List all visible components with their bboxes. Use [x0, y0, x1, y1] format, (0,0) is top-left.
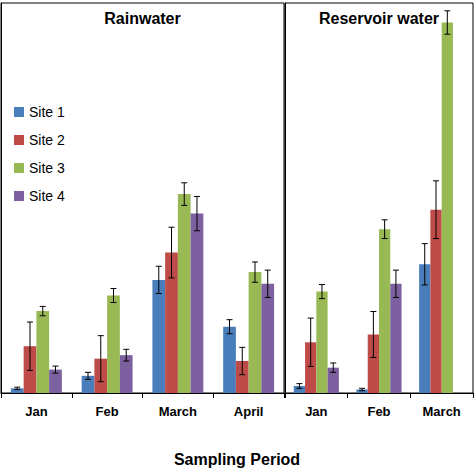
svg-text:Site 2: Site 2: [29, 132, 65, 148]
svg-text:Jan: Jan: [305, 404, 327, 419]
svg-text:March: March: [159, 404, 197, 419]
svg-text:Rainwater: Rainwater: [104, 10, 180, 27]
svg-text:April: April: [234, 404, 264, 419]
svg-text:March: March: [423, 404, 461, 419]
svg-text:Site 4: Site 4: [29, 188, 65, 204]
svg-text:Reservoir water: Reservoir water: [319, 10, 439, 27]
svg-text:Sampling Period: Sampling Period: [174, 451, 300, 468]
svg-text:Jan: Jan: [25, 404, 47, 419]
svg-text:Site 3: Site 3: [29, 160, 65, 176]
svg-text:Feb: Feb: [367, 404, 390, 419]
svg-text:Site 1: Site 1: [29, 104, 65, 120]
svg-text:Feb: Feb: [96, 404, 119, 419]
